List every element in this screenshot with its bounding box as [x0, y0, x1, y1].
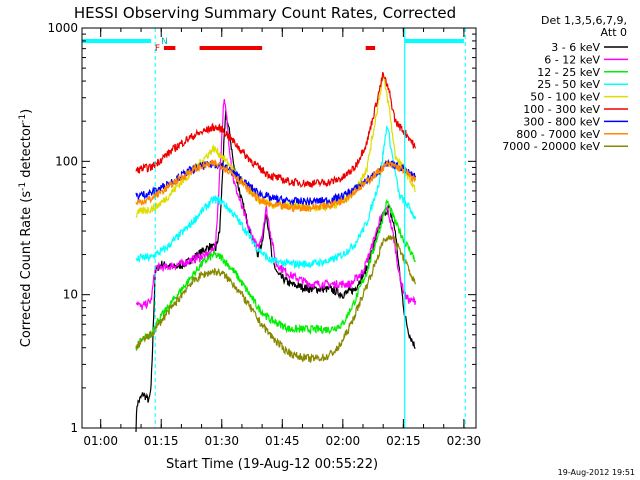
legend-header-line1: Det 1,3,5,6,7,9, [541, 14, 627, 27]
y-tick-label-10: 10 [63, 288, 78, 302]
y-axis-label-part1: Corrected Count Rate (s [19, 191, 34, 348]
series-800-7000-kev [135, 158, 417, 213]
series-300-800-kev [135, 158, 417, 206]
y-tick-label-1000: 1000 [47, 21, 78, 35]
plot-frame [81, 27, 477, 429]
series-12-25-kev [135, 199, 416, 351]
axes-layer: 1 10 100 1000 01:00 01:15 01:30 01:45 02:00 02:15… [47, 21, 481, 448]
flag-layer: NF [82, 28, 466, 428]
series-25-50-kev [135, 125, 417, 270]
flare-flag-label: F [155, 44, 160, 54]
y-axis-label-sup1: -1 [18, 182, 28, 191]
legend-label-3-6-kev: 3 - 6 keV [551, 41, 600, 54]
legend-label-100-300-kev: 100 - 300 keV [523, 103, 600, 116]
x-tick-label-0230: 02:30 [447, 434, 482, 448]
legend-label-50-100-kev: 50 - 100 keV [530, 91, 600, 104]
legend-label-25-50-kev: 25 - 50 keV [537, 78, 600, 91]
series-7000-20000-kev [135, 234, 417, 363]
legend-header-line2: Att 0 [601, 26, 627, 39]
x-tick-label-0200: 02:00 [326, 434, 361, 448]
series-layer [135, 71, 417, 433]
legend-label-7000-20000-kev: 7000 - 20000 keV [502, 140, 600, 153]
x-tick-label-0100: 01:00 [83, 434, 118, 448]
y-axis-label-sup2: -1 [18, 114, 28, 123]
x-axis-label: Start Time (19-Aug-12 00:55:22) [166, 457, 378, 472]
y-axis-label-part2: detector [19, 122, 34, 182]
legend-label-300-800-kev: 300 - 800 keV [523, 115, 600, 128]
night-flag-label: N [161, 37, 168, 47]
legend-label-12-25-kev: 12 - 25 keV [537, 66, 600, 79]
x-tick-label-0130: 01:30 [204, 434, 239, 448]
timestamp: 19-Aug-2012 19:51 [558, 468, 635, 477]
x-tick-label-0215: 02:15 [386, 434, 421, 448]
series-100-300-kev [135, 71, 417, 189]
y-tick-label-100: 100 [55, 154, 78, 168]
legend-label-800-7000-kev: 800 - 7000 keV [516, 128, 600, 141]
legend-label-6-12-kev: 6 - 12 keV [544, 53, 600, 66]
y-tick-label-1: 1 [70, 421, 78, 435]
y-axis-label: Corrected Count Rate (s-1 detector-1) [18, 109, 34, 347]
y-axis-label-part3: ) [19, 109, 34, 114]
x-tick-label-0115: 01:15 [144, 434, 179, 448]
x-tick-label-0145: 01:45 [265, 434, 300, 448]
chart-title: HESSI Observing Summary Count Rates, Cor… [74, 4, 456, 22]
